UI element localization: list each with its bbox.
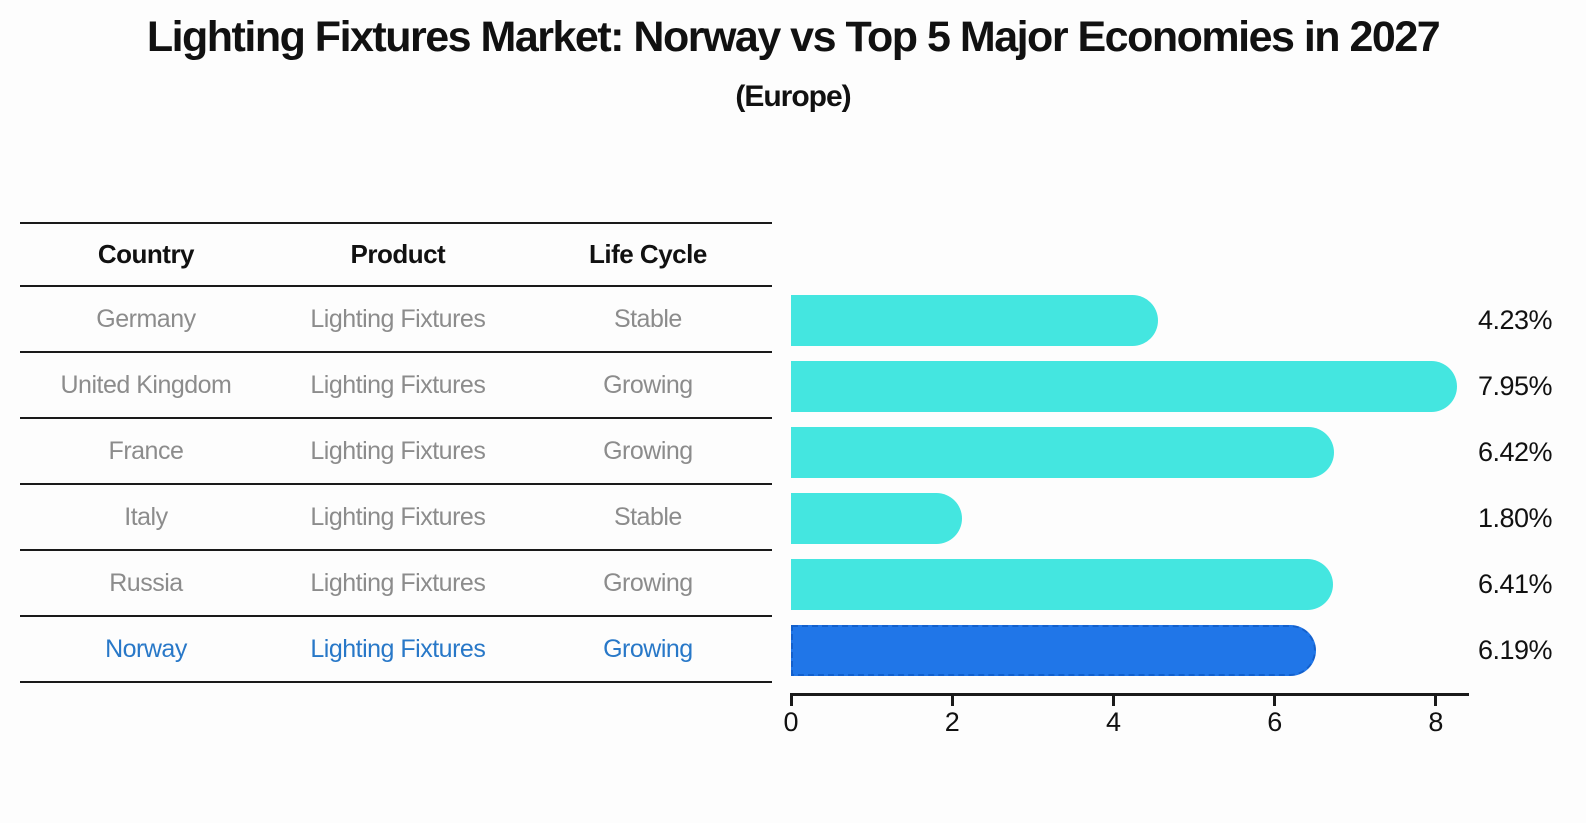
- cell-product: Lighting Fixtures: [310, 568, 486, 597]
- table-row: Norway Lighting Fixtures Growing: [20, 617, 772, 683]
- value-label-germany: 4.23%: [1478, 304, 1553, 335]
- col-header-life-cycle: Life Cycle: [588, 239, 707, 269]
- cell-product: Lighting Fixtures: [310, 370, 486, 399]
- cell-product: Lighting Fixtures: [310, 436, 486, 465]
- chart-subtitle: (Europe): [735, 80, 851, 113]
- table-row: Italy Lighting Fixtures Stable: [20, 485, 772, 551]
- value-label-france: 6.42%: [1478, 436, 1553, 467]
- cell-life-cycle: Growing: [603, 436, 693, 465]
- col-header-product: Product: [350, 239, 446, 269]
- table-row: Germany Lighting Fixtures Stable: [20, 287, 772, 353]
- x-tick-label: 0: [783, 707, 799, 737]
- table-body: Germany Lighting Fixtures Stable United Kin…: [20, 287, 772, 683]
- cell-country: France: [108, 436, 184, 465]
- value-label-italy: 1.80%: [1478, 502, 1553, 533]
- table-row: Russia Lighting Fixtures Growing: [20, 551, 772, 617]
- x-tick-label: 2: [944, 707, 960, 737]
- value-label-russia: 6.41%: [1478, 568, 1553, 599]
- x-tick-label: 8: [1428, 707, 1444, 737]
- value-label-united-kingdom: 7.95%: [1478, 370, 1553, 401]
- cell-country: Russia: [109, 568, 183, 597]
- cell-life-cycle: Growing: [603, 370, 693, 399]
- table-row: United Kingdom Lighting Fixtures Growing: [20, 353, 772, 419]
- x-tick-label: 4: [1105, 707, 1121, 737]
- cell-country: Norway: [105, 634, 187, 663]
- x-axis-tick: [1273, 693, 1277, 706]
- cell-life-cycle: Stable: [613, 304, 682, 333]
- cell-life-cycle: Growing: [603, 568, 693, 597]
- cell-life-cycle: Stable: [613, 502, 682, 531]
- value-label-norway: 6.19%: [1478, 634, 1553, 665]
- x-tick-label: 6: [1267, 707, 1283, 737]
- cell-country: Italy: [124, 502, 168, 531]
- col-header-country: Country: [97, 239, 195, 269]
- cell-product: Lighting Fixtures: [310, 304, 486, 333]
- bar-united-kingdom: [791, 360, 1458, 412]
- cell-product: Lighting Fixtures: [310, 502, 486, 531]
- cell-life-cycle: Growing: [603, 634, 693, 663]
- bar-germany: [791, 294, 1158, 346]
- table-row: France Lighting Fixtures Growing: [20, 419, 772, 485]
- data-table: Country Product Life Cycle Germany Lighti…: [20, 222, 772, 683]
- bar-norway: [791, 624, 1316, 676]
- cell-country: United Kingdom: [60, 370, 232, 399]
- cell-country: Germany: [96, 304, 196, 333]
- bar-italy: [791, 492, 962, 544]
- cell-product: Lighting Fixtures: [310, 634, 486, 663]
- bar-france: [791, 426, 1335, 478]
- bar-russia: [791, 558, 1334, 610]
- x-axis-tick: [789, 693, 793, 706]
- x-axis-tick: [950, 693, 954, 706]
- x-axis-tick: [1111, 693, 1115, 706]
- x-axis-line: [791, 693, 1469, 696]
- table-header-row: Country Product Life Cycle: [20, 222, 772, 287]
- x-axis-tick: [1434, 693, 1438, 706]
- chart-title: Lighting Fixtures Market: Norway vs Top …: [146, 13, 1441, 61]
